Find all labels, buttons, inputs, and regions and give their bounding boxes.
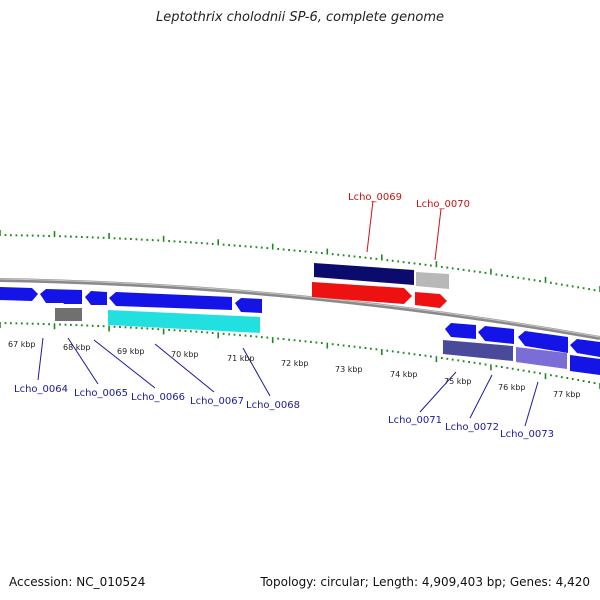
gene-feature[interactable] xyxy=(312,282,412,304)
gene-label[interactable]: Lcho_0065 xyxy=(74,388,128,399)
gene-feature[interactable] xyxy=(516,347,567,369)
gene-feature[interactable] xyxy=(314,263,414,285)
kbp-label: 73 kbp xyxy=(335,365,363,374)
gene-feature[interactable] xyxy=(235,298,262,313)
kbp-label: 69 kbp xyxy=(117,347,145,356)
kbp-label: 77 kbp xyxy=(553,390,581,399)
label-connector xyxy=(242,347,271,397)
forward-gene-labels: Lcho_0069 Lcho_0070 xyxy=(348,192,470,261)
kbp-label: 70 kbp xyxy=(171,350,199,359)
gene-feature[interactable] xyxy=(55,308,82,321)
gene-feature[interactable] xyxy=(478,326,514,344)
genome-backbone xyxy=(0,278,600,340)
inner-tick-track xyxy=(0,322,600,389)
kbp-label: 74 kbp xyxy=(390,370,418,379)
gene-feature[interactable] xyxy=(108,310,260,333)
reverse-strand-genes-right xyxy=(443,323,600,375)
gene-label[interactable]: Lcho_0064 xyxy=(14,384,68,395)
label-connector xyxy=(67,337,99,385)
label-connector xyxy=(366,200,374,253)
gene-feature[interactable] xyxy=(570,339,600,357)
kbp-scale-labels: 67 kbp 68 kbp 69 kbp 70 kbp 71 kbp 72 kb… xyxy=(8,340,581,399)
gene-feature[interactable] xyxy=(570,355,600,375)
kbp-label: 76 kbp xyxy=(498,383,526,392)
reverse-strand-genes xyxy=(0,287,262,333)
gene-label[interactable]: Lcho_0070 xyxy=(416,199,470,210)
gene-feature[interactable] xyxy=(443,340,513,361)
outer-tick-track xyxy=(0,230,600,292)
reverse-gene-labels: Lcho_0064 Lcho_0065 Lcho_0066 Lcho_0067 … xyxy=(14,337,554,440)
gene-feature[interactable] xyxy=(85,291,107,305)
gene-label[interactable]: Lcho_0068 xyxy=(246,400,300,411)
label-connector xyxy=(37,337,44,381)
genome-summary-text: Topology: circular; Length: 4,909,403 bp… xyxy=(260,575,590,589)
accession-text: Accession: NC_010524 xyxy=(9,575,146,589)
label-connector xyxy=(93,339,156,389)
gene-feature[interactable] xyxy=(445,323,476,339)
label-connector xyxy=(419,371,457,413)
gene-label[interactable]: Lcho_0069 xyxy=(348,192,402,203)
gene-feature[interactable] xyxy=(415,292,447,308)
gene-feature[interactable] xyxy=(0,287,38,301)
gene-feature[interactable] xyxy=(416,272,449,289)
label-connector xyxy=(154,343,215,393)
genome-backbone-highlight xyxy=(0,278,600,338)
kbp-label: 71 kbp xyxy=(227,354,255,363)
kbp-label: 72 kbp xyxy=(281,359,309,368)
label-connector xyxy=(469,374,493,419)
gene-feature[interactable] xyxy=(518,331,568,353)
gene-feature[interactable] xyxy=(58,290,82,304)
gene-label[interactable]: Lcho_0073 xyxy=(500,429,554,440)
gene-label[interactable]: Lcho_0072 xyxy=(445,422,499,433)
kbp-label: 68 kbp xyxy=(63,343,91,352)
gene-label[interactable]: Lcho_0067 xyxy=(190,396,244,407)
label-connector xyxy=(434,208,442,261)
kbp-label: 75 kbp xyxy=(444,377,472,386)
gene-label[interactable]: Lcho_0071 xyxy=(388,415,442,426)
kbp-label: 67 kbp xyxy=(8,340,36,349)
forward-strand-genes xyxy=(312,263,449,308)
map-title: Leptothrix cholodnii SP-6, complete geno… xyxy=(156,10,444,25)
gene-feature[interactable] xyxy=(109,292,232,310)
gene-label[interactable]: Lcho_0066 xyxy=(131,392,185,403)
label-connector xyxy=(524,381,539,427)
